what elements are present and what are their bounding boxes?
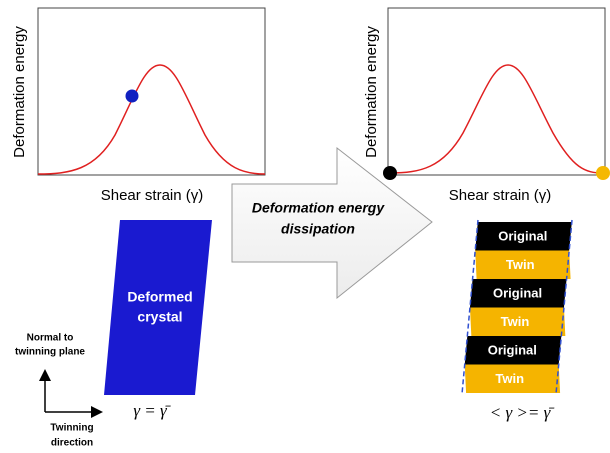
layer-label: Original [498, 229, 547, 244]
energy-curve [389, 64, 604, 174]
y-label: Deformation energy [11, 26, 28, 158]
energy-curve [37, 64, 266, 175]
axis-key-label: direction [51, 438, 93, 449]
arrow-label: dissipation [281, 221, 355, 237]
layer [475, 250, 571, 279]
state-dot [383, 166, 397, 180]
process-arrow [231, 146, 433, 300]
layer [464, 336, 562, 365]
crystal-label: Deformed [127, 289, 192, 305]
state-dot [596, 166, 610, 180]
layer-label: Original [488, 343, 537, 358]
layer-label: Twin [501, 314, 530, 329]
boundary-line [461, 219, 479, 395]
layer [464, 364, 561, 393]
axis-key-label: Twinning [50, 423, 93, 434]
layer [475, 222, 572, 251]
formula: < γ >= γ̄ [490, 403, 556, 422]
plot-frame [387, 7, 606, 176]
axis-key-label: Normal to [27, 333, 74, 344]
layer-label: Original [493, 286, 542, 301]
layer-label: Twin [495, 371, 524, 386]
crystal-label: crystal [137, 309, 182, 325]
layer [469, 279, 567, 308]
plot-frame [37, 7, 266, 176]
axis-key-label: twinning plane [15, 347, 85, 358]
y-label: Deformation energy [363, 26, 380, 158]
layer-label: Twin [506, 257, 535, 272]
formula: γ = γ̄ [133, 401, 171, 420]
twin-stack: Original Twin Original Twin Original Twin [464, 222, 572, 393]
state-dot [125, 89, 139, 103]
arrow-label: Deformation energy [252, 200, 385, 216]
layer [469, 307, 566, 336]
boundary-line [555, 219, 573, 395]
x-label: Shear strain (γ) [449, 187, 552, 204]
x-label: Shear strain (γ) [101, 187, 204, 204]
crystal-shape [104, 220, 212, 395]
